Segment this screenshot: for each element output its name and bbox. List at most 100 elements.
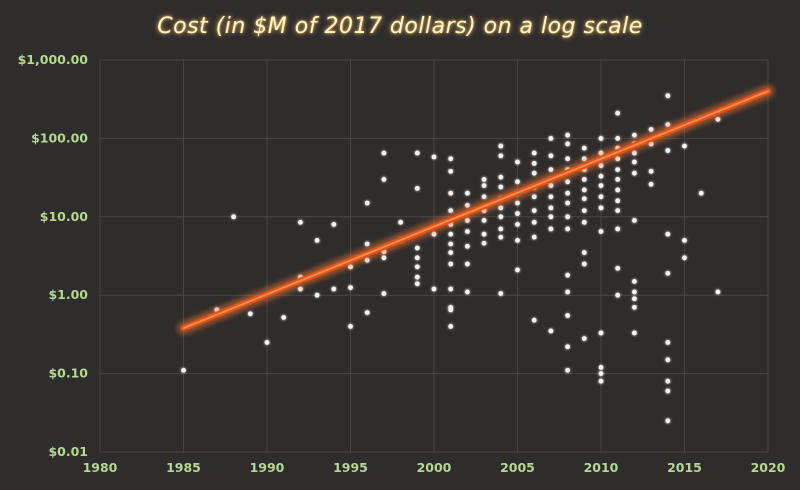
data-point xyxy=(515,238,520,243)
x-tick-label: 1985 xyxy=(166,460,201,475)
data-point xyxy=(548,136,554,141)
data-point xyxy=(632,132,637,138)
data-point xyxy=(498,143,504,149)
data-point xyxy=(247,311,253,317)
data-point xyxy=(414,245,420,251)
y-tick-label: $1,000.00 xyxy=(18,52,89,67)
data-point xyxy=(665,388,671,394)
data-point xyxy=(632,170,637,176)
data-point xyxy=(414,264,420,270)
trendline xyxy=(177,85,774,335)
data-point xyxy=(682,143,687,149)
data-point xyxy=(615,198,621,204)
data-point xyxy=(531,160,537,166)
data-point xyxy=(431,286,437,292)
data-point xyxy=(548,205,554,211)
data-point xyxy=(448,307,454,313)
data-point xyxy=(548,167,554,172)
data-point xyxy=(565,141,570,147)
data-point xyxy=(414,186,420,191)
data-point xyxy=(448,168,454,174)
data-point xyxy=(598,371,604,376)
x-tick-label: 2000 xyxy=(417,460,452,475)
y-tick-label: $10.00 xyxy=(40,209,89,224)
y-tick-label: $0.10 xyxy=(48,366,88,381)
data-point xyxy=(498,226,504,232)
data-point xyxy=(531,208,537,213)
data-point xyxy=(632,278,637,284)
data-point xyxy=(665,270,671,276)
data-point xyxy=(598,229,604,234)
data-point xyxy=(698,190,704,196)
data-point xyxy=(431,154,437,160)
data-point xyxy=(648,168,654,174)
data-point xyxy=(665,357,671,363)
x-tick-label: 2005 xyxy=(500,460,535,475)
data-point xyxy=(448,241,454,247)
data-point xyxy=(615,136,621,141)
data-point xyxy=(414,255,420,261)
data-point xyxy=(598,136,604,141)
x-tick-label: 2020 xyxy=(751,460,786,475)
data-point xyxy=(331,286,337,292)
data-point xyxy=(181,367,186,373)
data-point xyxy=(515,267,520,273)
data-point xyxy=(465,229,470,234)
x-tick-label: 2010 xyxy=(584,460,619,475)
data-point xyxy=(565,214,570,220)
data-point xyxy=(565,272,570,278)
x-tick-label: 1990 xyxy=(250,460,285,475)
data-point xyxy=(531,150,537,156)
data-point xyxy=(448,208,454,213)
data-point xyxy=(548,194,554,200)
trendline-highlight xyxy=(182,90,769,330)
x-tick-label: 2015 xyxy=(667,460,702,475)
data-point xyxy=(565,156,570,162)
data-point xyxy=(598,205,604,211)
data-point xyxy=(615,208,621,213)
data-point xyxy=(632,304,637,310)
y-tick-label: $100.00 xyxy=(31,130,88,145)
data-point xyxy=(598,330,604,336)
data-point xyxy=(481,217,487,223)
data-point xyxy=(565,313,570,318)
data-point xyxy=(581,187,587,193)
data-point xyxy=(598,364,604,370)
data-point xyxy=(498,291,504,296)
data-point xyxy=(581,219,587,225)
data-point xyxy=(665,418,671,424)
data-point xyxy=(715,289,721,295)
data-point xyxy=(682,255,687,261)
data-point xyxy=(581,176,587,182)
data-point xyxy=(615,167,621,172)
data-point xyxy=(665,148,671,153)
data-point xyxy=(481,176,487,182)
data-point xyxy=(581,261,587,267)
data-point xyxy=(448,323,454,329)
data-point xyxy=(498,234,504,240)
data-point xyxy=(364,200,370,206)
data-point xyxy=(364,241,370,247)
data-point xyxy=(381,255,387,261)
data-point xyxy=(565,367,570,373)
data-point xyxy=(314,238,320,243)
data-point xyxy=(648,181,654,187)
data-point xyxy=(565,179,570,185)
data-point xyxy=(615,110,621,116)
data-point xyxy=(498,174,504,180)
data-point xyxy=(448,286,454,292)
x-axis-ticks: 1980 1985 1990 1995 2000 2005 2010 2015 2020 xyxy=(83,460,786,475)
data-point xyxy=(515,159,520,165)
y-tick-label: $1.00 xyxy=(48,287,88,302)
data-point xyxy=(298,219,303,225)
data-point xyxy=(598,173,604,179)
data-point xyxy=(531,170,537,176)
data-point xyxy=(531,234,537,240)
data-point xyxy=(581,208,587,213)
data-point xyxy=(481,240,487,246)
data-point xyxy=(231,214,237,220)
data-point xyxy=(581,250,587,255)
data-point xyxy=(465,190,470,196)
data-point xyxy=(414,281,420,287)
